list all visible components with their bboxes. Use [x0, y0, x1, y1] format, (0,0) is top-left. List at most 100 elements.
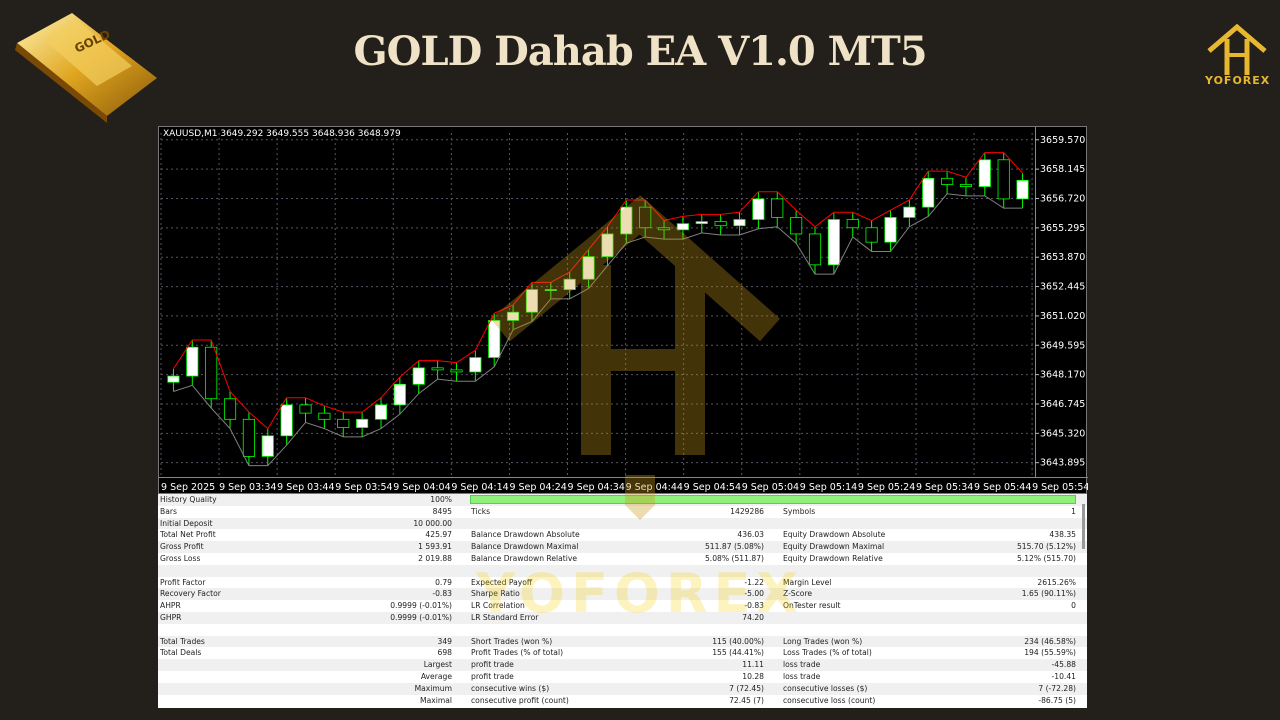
candle-body	[1016, 179, 1029, 200]
report-value: 72.45 (7)	[729, 695, 764, 705]
report-value: 7 (-72.28)	[1038, 683, 1076, 693]
x-tick-label: 9 Sep 05:54	[1032, 482, 1088, 493]
report-row: Average profit trade 10.28 loss trade -10.41	[158, 671, 1087, 683]
report-label: consecutive wins ($)	[471, 683, 550, 693]
candle-body	[488, 320, 501, 358]
candle-body	[676, 223, 689, 231]
candle-body	[733, 219, 746, 227]
report-value: 7 (72.45)	[729, 683, 764, 693]
candle-body	[205, 346, 218, 400]
report-label: GHPR	[160, 612, 182, 622]
candle-body	[884, 217, 897, 243]
candle-body	[167, 375, 180, 383]
report-value: -45.88	[1051, 660, 1076, 670]
report-value: 11.11	[742, 660, 764, 670]
page-title: GOLD Dahab EA V1.0 MT5	[353, 28, 927, 75]
report-label: Ticks	[471, 506, 491, 516]
report-value: 0.9999 (-0.01%)	[390, 601, 452, 611]
report-value: 5.08% (511.87)	[704, 553, 764, 563]
report-label: Initial Deposit	[160, 518, 213, 528]
report-row: Largest profit trade 11.11 loss trade -45.88	[158, 659, 1087, 671]
candle-body	[657, 227, 671, 231]
report-value: 0.9999 (-0.01%)	[390, 612, 452, 622]
report-row: Profit Factor 0.79 Expected Payoff -1.22 Mar…	[158, 577, 1087, 589]
report-label: Equity Drawdown Maximal	[783, 542, 885, 552]
report-value: 74.20	[742, 612, 764, 622]
report-label: Profit Factor	[160, 577, 206, 587]
report-value: Maximal	[420, 695, 452, 705]
report-value: 425.97	[425, 530, 452, 540]
y-tick-label: 3653.870	[1040, 252, 1085, 263]
candle-body	[544, 289, 557, 291]
report-label: Total Deals	[160, 648, 202, 658]
candle-body	[431, 367, 444, 371]
candle-body	[469, 357, 482, 373]
x-tick-label: 9 Sep 03:44	[277, 482, 334, 493]
report-label: consecutive loss (count)	[783, 695, 876, 705]
report-value: 438.35	[1049, 530, 1076, 540]
report-label: Short Trades (won %)	[471, 636, 553, 646]
x-tick-label: 9 Sep 04:14	[451, 482, 508, 493]
report-value: -10.41	[1051, 671, 1076, 681]
candle-body	[846, 219, 859, 229]
gold-bar-icon: GOLD	[15, 13, 157, 123]
report-label: Balance Drawdown Absolute	[471, 530, 580, 540]
report-label: LR Correlation	[471, 601, 525, 611]
x-tick-label: 9 Sep 04:24	[509, 482, 566, 493]
price-chart[interactable]: 3659.570 3658.145 3656.720 3655.295 3653.870…	[158, 126, 1088, 494]
candle-body	[525, 289, 539, 313]
candle-body	[563, 278, 576, 290]
logo-text: YOFOREX	[1205, 74, 1271, 87]
price-axis-line	[1035, 127, 1036, 477]
candle-body	[507, 311, 520, 321]
report-row: GHPR 0.9999 (-0.01%) LR Standard Error 74.2…	[158, 611, 1087, 624]
report-row: Total Trades 349 Short Trades (won %) 115 (…	[158, 635, 1087, 648]
report-value: 515.70 (5.12%)	[1016, 542, 1076, 552]
report-value: 10 000.00	[413, 518, 452, 528]
candle-body	[903, 206, 916, 218]
report-value: 115 (40.00%)	[712, 636, 764, 646]
time-axis-line	[159, 477, 1088, 478]
report-value: 349	[437, 636, 453, 646]
candle-body	[261, 435, 274, 457]
report-label: consecutive profit (count)	[471, 695, 569, 705]
report-value: -1.22	[744, 577, 764, 587]
report-label: Profit Trades (% of total)	[471, 648, 564, 658]
report-row: Initial Deposit 10 000.00	[158, 517, 1087, 530]
candle-body	[790, 217, 803, 235]
report-row: Maximal consecutive profit (count) 72.45 (…	[158, 695, 1087, 707]
y-tick-label: 3652.445	[1040, 282, 1085, 293]
x-tick-label: 9 Sep 05:14	[800, 482, 857, 493]
candle-body	[771, 198, 784, 218]
lower-band-line	[173, 193, 1023, 467]
candle-body	[922, 177, 935, 208]
report-label: Z-Score	[783, 589, 813, 599]
scrollbar[interactable]	[1082, 504, 1085, 549]
candle-body	[752, 198, 765, 220]
report-row: Gross Loss 2 019.88 Balance Drawdown Relat…	[158, 553, 1087, 565]
report-value: 1429286	[730, 506, 764, 516]
report-label: Sharpe Ratio	[471, 589, 520, 599]
yoforex-logo	[1207, 23, 1267, 75]
report-label: AHPR	[160, 601, 181, 611]
report-row: AHPR 0.9999 (-0.01%) LR Correlation -0.83 On…	[158, 600, 1087, 612]
report-value: 1.65 (90.11%)	[1021, 589, 1076, 599]
y-tick-label: 3656.720	[1040, 194, 1085, 205]
candle-body	[959, 184, 973, 187]
candle-body	[941, 177, 954, 185]
report-label: profit trade	[471, 660, 514, 670]
report-value: 2615.26%	[1037, 577, 1076, 587]
report-row: Total Deals 698 Profit Trades (% of total)…	[158, 647, 1087, 659]
report-label: Total Net Profit	[160, 530, 216, 540]
y-tick-label: 3645.320	[1040, 428, 1085, 439]
candle-body	[393, 383, 406, 406]
x-tick-label: 9 Sep 05:34	[916, 482, 973, 493]
report-value: 194 (55.59%)	[1024, 648, 1076, 658]
candle-body	[695, 221, 708, 225]
y-tick-label: 3649.595	[1040, 340, 1085, 351]
report-label: OnTester result	[783, 601, 841, 611]
report-value: 1 593.91	[418, 542, 452, 552]
report-value: 436.03	[737, 530, 764, 540]
report-row: History Quality 100%	[158, 494, 1087, 506]
report-value: 155 (44.41%)	[712, 648, 764, 658]
